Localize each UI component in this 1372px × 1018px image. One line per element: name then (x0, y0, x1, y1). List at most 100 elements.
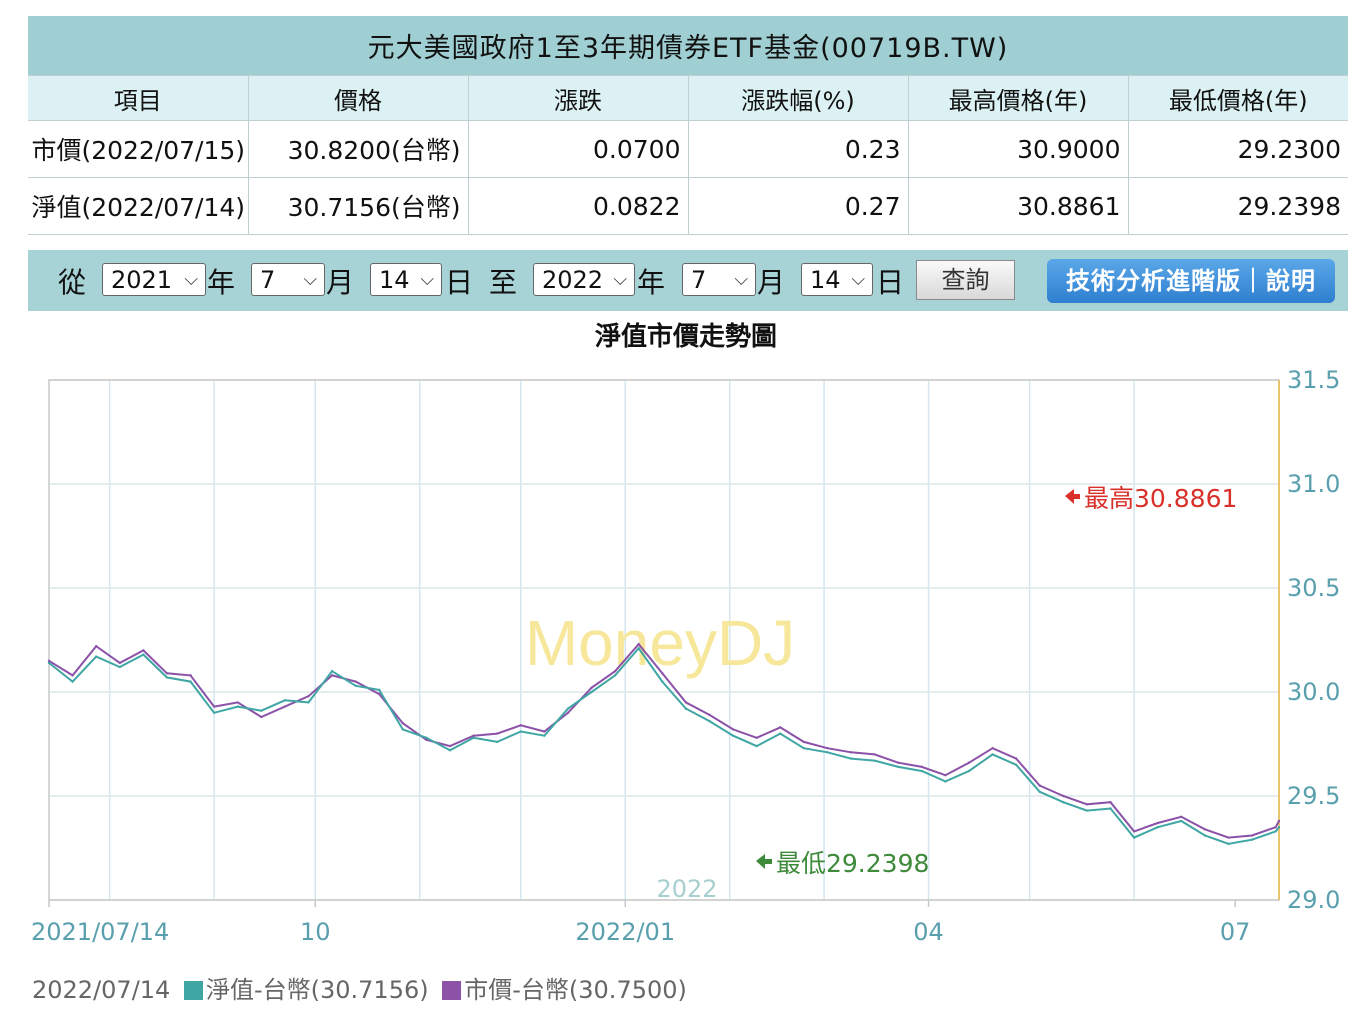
data-point-market (1227, 836, 1230, 839)
data-point-nav (1250, 838, 1254, 841)
data-point-nav (967, 769, 971, 773)
y-tick-label: 29.5 (1287, 782, 1340, 810)
data-point-nav (755, 744, 758, 748)
data-point-nav (1227, 842, 1230, 846)
from-day-select[interactable]: 14 ⌵ (370, 263, 442, 296)
chart-title: 淨值市價走勢圖 (594, 322, 777, 352)
data-point-nav (944, 780, 947, 783)
x-tick-label: 10 (300, 918, 331, 946)
low-annotation: 最低29.2398 (756, 849, 929, 878)
y-tick-label: 30.0 (1287, 678, 1340, 706)
series-markers (47, 642, 1281, 846)
low-label: 最低29.2398 (776, 849, 929, 878)
row-change: 0.0700 (468, 120, 689, 178)
to-month-select[interactable]: 7 ⌵ (682, 263, 756, 296)
data-point-market (1203, 828, 1207, 831)
data-point-market (967, 761, 971, 764)
left-arrow-icon (756, 854, 772, 869)
from-month-select[interactable]: 7 ⌵ (251, 263, 325, 296)
row-high: 30.9000 (908, 120, 1129, 178)
data-point-nav (849, 757, 853, 760)
data-point-market (1274, 826, 1277, 829)
data-point-market (1014, 757, 1018, 760)
data-point-nav (1038, 790, 1041, 794)
data-point-market (118, 661, 121, 665)
data-point-nav (425, 736, 428, 739)
data-point-nav (1109, 807, 1112, 810)
legend-swatch-market (442, 981, 462, 1000)
high-annotation: 最高30.8861 (1065, 484, 1237, 513)
data-point-market (1062, 794, 1065, 798)
data-point-market (165, 672, 169, 675)
data-point-nav (118, 665, 121, 669)
quote-table: 元大美國政府1至3年期債券ETF基金(00719B.TW) 項目 價格 漲跌 漲… (28, 16, 1348, 235)
data-point-market (590, 686, 593, 690)
data-point-nav (283, 699, 287, 702)
data-point-market (849, 751, 853, 754)
vertical-gridlines (108, 380, 1135, 900)
day-unit-label: 日 (445, 266, 474, 299)
row-low: 29.2300 (1128, 120, 1348, 178)
header-low: 最低價格(年) (1128, 75, 1348, 121)
data-point-nav (731, 734, 735, 737)
data-point-nav (71, 680, 74, 683)
row-change-pct: 0.23 (688, 120, 909, 178)
data-point-nav (378, 688, 381, 692)
data-point-nav (1156, 826, 1159, 829)
query-bar: 從 2021 ⌵ 年 7 ⌵ 月 14 ⌵ 日 至 2022 ⌵ 年 7 ⌵ 月 14 ⌵ … (28, 250, 1348, 311)
data-point-nav (590, 690, 593, 694)
data-point-nav (1274, 830, 1277, 833)
data-point-market (708, 713, 711, 717)
data-point-market (142, 649, 145, 652)
data-point-market (1109, 801, 1112, 804)
to-year-select[interactable]: 2022 ⌵ (533, 263, 635, 296)
data-point-nav (566, 707, 570, 710)
data-point-market (637, 642, 640, 646)
row-change-pct: 0.27 (688, 177, 909, 235)
chevron-down-icon: ⌵ (613, 269, 627, 290)
data-point-market (260, 715, 263, 719)
from-year-select[interactable]: 2021 ⌵ (102, 263, 206, 296)
table-row-market: 市價(2022/07/15) 30.8200(台幣) 0.0700 0.23 3… (28, 120, 1348, 178)
row-item: 淨值(2022/07/14) (28, 177, 249, 235)
x-tick-label: 04 (913, 918, 944, 946)
data-point-market (236, 701, 239, 704)
data-point-market (189, 674, 192, 677)
from-year-value: 2021 (111, 266, 173, 294)
data-point-market (991, 746, 994, 750)
advanced-analysis-button[interactable]: 技術分析進階版｜說明 (1047, 259, 1335, 303)
data-point-nav (448, 749, 452, 752)
row-high: 30.8861 (908, 177, 1129, 235)
legend-nav: 淨值-台幣(30.7156) (205, 976, 429, 1004)
data-point-nav (1014, 763, 1018, 766)
data-point-nav (307, 701, 310, 704)
legend-swatch-nav (183, 981, 203, 1000)
data-point-nav (920, 769, 923, 773)
data-point-market (731, 728, 735, 731)
data-point-market (944, 774, 947, 777)
x-axis-ticks: 2021/07/14 10 2022/01 04 07 (31, 900, 1250, 946)
query-button[interactable]: 查詢 (916, 260, 1015, 300)
data-point-nav (637, 647, 640, 650)
data-point-nav (1277, 826, 1281, 829)
high-label: 最高30.8861 (1084, 484, 1237, 513)
data-point-nav (1062, 801, 1065, 804)
data-point-nav (661, 680, 664, 683)
data-point-nav (142, 653, 145, 656)
data-point-market (378, 692, 381, 696)
data-point-market (448, 744, 452, 748)
month-unit-label: 月 (326, 266, 355, 299)
data-point-nav (354, 684, 357, 687)
data-point-market (425, 738, 428, 742)
month-unit-label: 月 (757, 266, 786, 299)
to-day-select[interactable]: 14 ⌵ (801, 263, 873, 296)
to-day-value: 14 (810, 266, 841, 294)
data-point-market (1156, 821, 1159, 825)
fund-title: 元大美國政府1至3年期債券ETF基金(00719B.TW) (28, 16, 1348, 76)
data-point-nav (165, 676, 169, 679)
data-point-market (472, 734, 475, 737)
data-point-market (47, 659, 51, 662)
data-point-market (94, 645, 98, 648)
header-item: 項目 (28, 75, 249, 121)
row-change: 0.0822 (468, 177, 689, 235)
